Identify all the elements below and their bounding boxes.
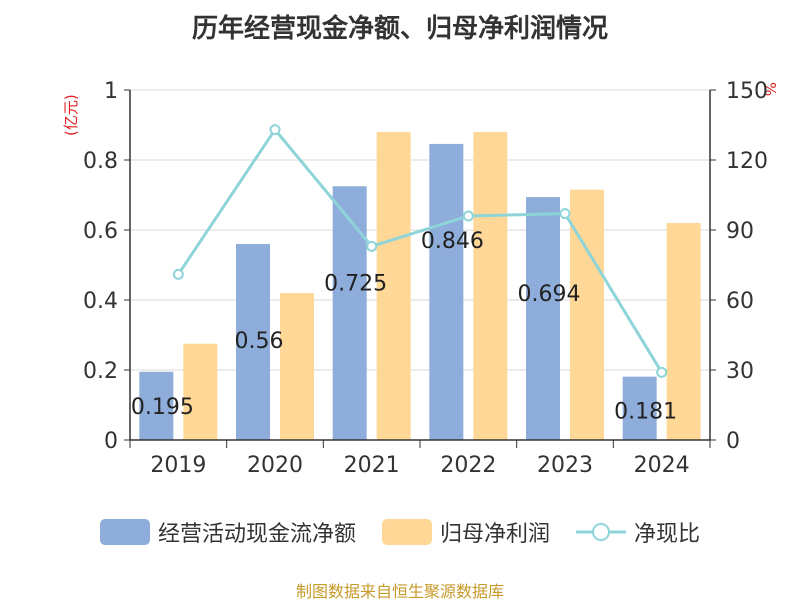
right-axis-tick-label: 90 bbox=[726, 219, 754, 244]
bar-ocf-2020 bbox=[236, 244, 270, 440]
bar-net-profit-2020 bbox=[280, 293, 314, 440]
x-axis-tick-label: 2021 bbox=[344, 453, 400, 478]
data-label-ocf-2021: 0.725 bbox=[324, 271, 387, 296]
left-axis-tick-label: 0.6 bbox=[83, 219, 118, 244]
left-axis-tick-label: 0.2 bbox=[83, 359, 118, 384]
data-label-ocf-2022: 0.846 bbox=[421, 229, 484, 254]
chart-legend: 经营活动现金流净额 归母净利润 净现比 bbox=[0, 516, 800, 548]
left-axis-tick-label: 0.4 bbox=[83, 289, 118, 314]
bar-net-profit-2019 bbox=[183, 343, 218, 440]
x-axis-tick-label: 2020 bbox=[247, 453, 303, 478]
x-axis-tick-label: 2019 bbox=[150, 453, 206, 478]
legend-label-ocf: 经营活动现金流净额 bbox=[157, 522, 356, 547]
right-axis-tick-label: 150 bbox=[726, 79, 768, 104]
right-axis-tick-label: 120 bbox=[726, 149, 768, 174]
point-ratio-2021 bbox=[366, 240, 378, 252]
bar-ocf-2024 bbox=[622, 376, 657, 440]
line-ratio bbox=[177, 127, 663, 374]
bar-ocf-2021 bbox=[332, 186, 367, 440]
left-axis-tick-label: 1 bbox=[104, 79, 118, 104]
legend-item-net-profit[interactable]: 归母净利润 bbox=[381, 516, 550, 548]
bar-net-profit-2024 bbox=[666, 223, 701, 440]
point-ratio-2022 bbox=[462, 210, 474, 222]
legend-swatch-ratio bbox=[576, 523, 626, 541]
chart-title: 历年经营现金净额、归母净利润情况 bbox=[191, 14, 608, 44]
right-axis-tick-label: 30 bbox=[726, 359, 754, 384]
data-source-note: 制图数据来自恒生聚源数据库 bbox=[295, 582, 504, 601]
legend-label-ratio: 净现比 bbox=[634, 522, 701, 547]
point-ratio-2020 bbox=[269, 124, 281, 136]
bar-net-profit-2022 bbox=[473, 132, 508, 440]
right-axis-tick-label: 0 bbox=[726, 429, 740, 454]
data-label-ocf-2019: 0.195 bbox=[131, 395, 194, 420]
legend-swatch-net-profit bbox=[381, 519, 432, 545]
legend-item-ratio[interactable]: 净现比 bbox=[576, 516, 700, 548]
left-axis-tick-label: 0 bbox=[104, 429, 118, 454]
left-axis-tick-label: 0.8 bbox=[83, 149, 118, 174]
bar-ocf-2019 bbox=[139, 371, 174, 440]
data-label-ocf-2024: 0.181 bbox=[614, 400, 677, 425]
bar-net-profit-2023 bbox=[570, 189, 604, 440]
right-axis-tick-label: 60 bbox=[726, 289, 754, 314]
point-ratio-2023 bbox=[559, 208, 571, 220]
bar-ocf-2023 bbox=[526, 197, 560, 440]
data-label-ocf-2020: 0.56 bbox=[235, 329, 284, 354]
bar-ocf-2022 bbox=[429, 143, 464, 440]
legend-swatch-ocf bbox=[99, 519, 150, 545]
legend-label-net-profit: 归母净利润 bbox=[439, 522, 550, 547]
x-axis-tick-label: 2022 bbox=[440, 453, 496, 478]
x-axis-tick-label: 2024 bbox=[634, 453, 690, 478]
data-label-ocf-2023: 0.694 bbox=[518, 282, 581, 307]
point-ratio-2024 bbox=[656, 366, 668, 378]
legend-item-ocf[interactable]: 经营活动现金流净额 bbox=[99, 516, 356, 548]
point-ratio-2019 bbox=[172, 268, 184, 280]
x-axis-tick-label: 2023 bbox=[537, 453, 593, 478]
bar-net-profit-2021 bbox=[376, 132, 411, 440]
